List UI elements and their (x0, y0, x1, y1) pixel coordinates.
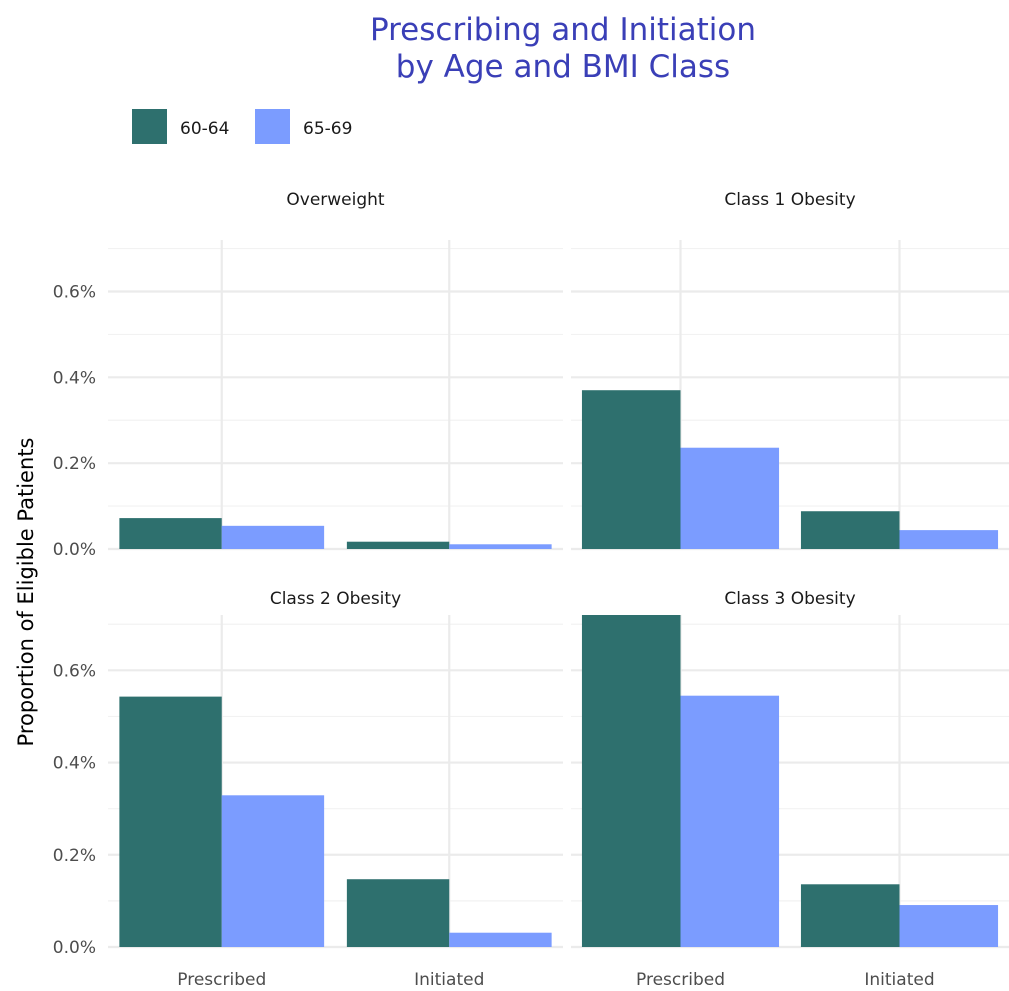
bar-class-3-obesity-prescribed-65-69 (680, 695, 780, 947)
panel-overweight: Overweight 0.0% 0.2% 0.4% 0.6% (53, 190, 563, 560)
bar-class-2-obesity-initiated-65-69 (449, 932, 552, 947)
bar-overweight-prescribed-60-64 (119, 518, 222, 549)
bar-overweight-initiated-60-64 (346, 541, 450, 549)
panel-title: Class 1 Obesity (724, 190, 855, 210)
y-tick-label: 0.4% (53, 368, 96, 388)
x-tick-label: Prescribed (177, 970, 266, 990)
bar-overweight-prescribed-65-69 (221, 525, 325, 549)
chart-title-line-1: Prescribing and Initiation (370, 12, 756, 48)
x-tick-label: Prescribed (636, 970, 725, 990)
panel-title: Class 2 Obesity (270, 589, 401, 609)
y-axis-label: Proportion of Eligible Patients (14, 438, 38, 747)
facet-panels: Overweight 0.0% 0.2% 0.4% 0.6% Class 1 Obesit… (53, 190, 1009, 990)
panel-title: Overweight (286, 190, 385, 210)
bar-class-1-obesity-prescribed-60-64 (581, 390, 681, 549)
x-tick-label: Initiated (414, 970, 484, 990)
bar-class-3-obesity-prescribed-60-64 (581, 615, 681, 947)
y-tick-label: 0.2% (53, 454, 96, 474)
bar-class-3-obesity-initiated-65-69 (899, 905, 999, 947)
legend-swatch-65-69 (255, 109, 290, 144)
legend: 60-64 65-69 (132, 109, 352, 144)
y-tick-label: 0.6% (53, 661, 96, 681)
legend-swatch-60-64 (132, 109, 167, 144)
bar-class-3-obesity-initiated-60-64 (800, 884, 900, 947)
bar-class-1-obesity-prescribed-65-69 (680, 447, 780, 549)
y-tick-label: 0.2% (53, 846, 96, 866)
chart-title-line-2: by Age and BMI Class (396, 49, 730, 85)
bar-class-2-obesity-prescribed-60-64 (119, 696, 222, 947)
bar-class-2-obesity-prescribed-65-69 (221, 795, 325, 947)
bar-class-1-obesity-initiated-60-64 (800, 511, 900, 549)
y-tick-label: 0.0% (53, 938, 96, 958)
panel-class-2-obesity: Class 2 Obesity 0.0% 0.2% 0.4% 0.6% Prescribe… (53, 589, 563, 990)
y-tick-label: 0.0% (53, 540, 96, 560)
y-tick-label: 0.4% (53, 754, 96, 774)
y-tick-label: 0.6% (53, 283, 96, 303)
panel-title: Class 3 Obesity (724, 589, 855, 609)
bar-class-2-obesity-initiated-60-64 (346, 879, 450, 947)
x-tick-label: Initiated (864, 970, 934, 990)
bar-overweight-initiated-65-69 (449, 544, 552, 549)
bar-class-1-obesity-initiated-65-69 (899, 530, 999, 549)
panel-class-3-obesity: Class 3 Obesity Prescribed Initiated (571, 589, 1009, 990)
legend-label-60-64: 60-64 (180, 119, 229, 139)
panel-class-1-obesity: Class 1 Obesity (571, 190, 1009, 551)
legend-label-65-69: 65-69 (303, 119, 352, 139)
